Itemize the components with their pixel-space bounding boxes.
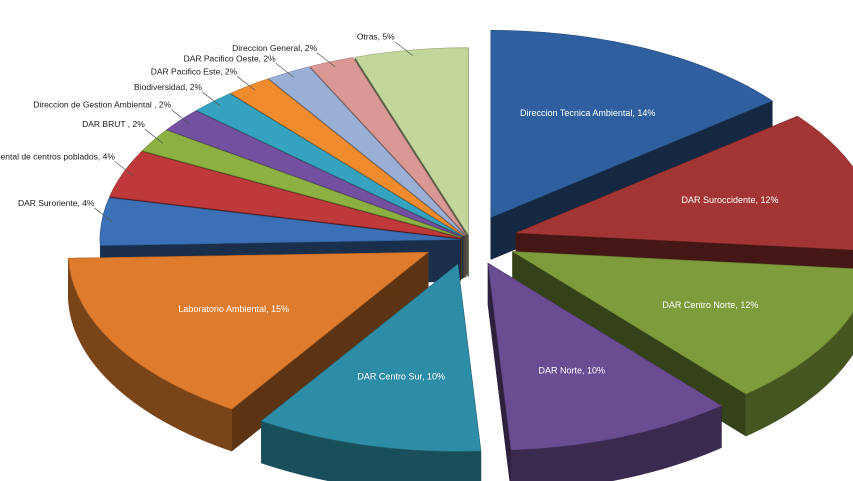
slice-label-0: Direccion Tecnica Ambiental, 14% [520,108,655,118]
slice-label-11: DAR Pacifico Este, 2% [151,66,238,76]
slice-label-14: Otras, 5% [357,32,395,42]
slice-label-5: Laboratorio Ambiental, 15% [178,304,289,314]
slice-label-10: Biodiversidad, 2% [134,82,202,92]
leader-line-10 [201,91,221,107]
slice-7 [109,151,461,239]
leader-line-12 [275,62,294,78]
slice-label-7: Grupo de manejo ambiental de centros pob… [0,152,115,162]
leader-line-6 [94,207,113,223]
slice-label-6: DAR Suroriente, 4% [18,198,95,208]
leader-line-14 [394,41,413,56]
leader-line-9 [170,109,190,124]
slice-label-2: DAR Centro Norte, 12% [662,300,758,310]
leader-line-7 [114,161,134,176]
slice-5 [68,251,430,410]
slice-label-4: DAR Centro Sur, 10% [357,371,445,381]
leader-lines [94,41,413,223]
slice-8 [141,129,462,238]
slice-label-13: Direccion General, 2% [232,43,317,53]
slice-9 [166,110,463,238]
leader-line-11 [236,76,256,91]
slice-labels: Direccion Tecnica Ambiental, 14% DAR Suro… [0,32,779,382]
slice-13 [309,57,467,236]
slice-label-1: DAR Suroccidente, 12% [681,195,778,205]
leader-line-8 [144,128,164,144]
slice-label-3: DAR Norte, 10% [539,366,606,376]
slice-1 [515,115,853,251]
leader-line-13 [316,52,336,68]
slice-label-12: DAR Pacifico Oeste, 2% [184,53,277,63]
slice-6 [99,197,461,246]
slice-2 [512,251,853,395]
slice-14 [354,47,469,236]
slice-tops [68,30,853,452]
slice-11 [230,78,465,237]
slice-12 [268,66,466,236]
slice-label-8: DAR BRUT , 2% [82,119,145,129]
slice-label-9: Direccion de Gestion Ambiental , 2% [33,100,171,110]
slice-0 [490,30,773,218]
slice-10 [195,93,464,237]
slice-3 [487,262,723,451]
slice-4 [260,263,482,452]
